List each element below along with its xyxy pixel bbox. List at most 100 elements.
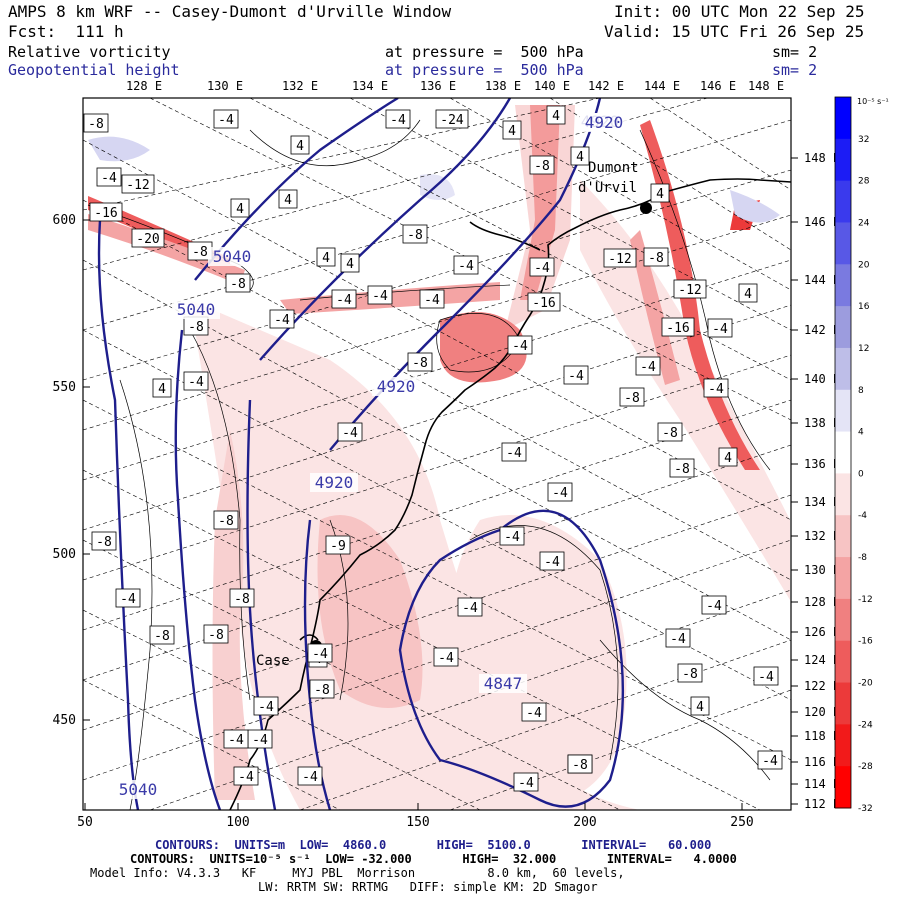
vorticity-shading [83,98,791,810]
colorbar: 10⁻⁵ s⁻¹ 32 28 24 20 16 12 8 4 0 -4 -8 -12 -16 -20 -24 -… [834,96,889,814]
field2-smoothing: sm= 2 [772,61,818,79]
vorticity-label: -4 [101,171,117,186]
vorticity-label-box [457,597,483,617]
vorticity-label: -20 [136,232,159,247]
right-lat-label: 130 E [804,563,840,577]
vorticity-label-box [570,146,590,166]
vorticity-label-box [753,666,779,686]
vorticity-label: -4 [512,339,528,354]
vorticity-label-box [738,283,758,303]
vorticity-label: 4 [576,150,584,165]
top-lon-label: 136 E [420,79,456,93]
vorticity-label-box [367,285,393,305]
vorticity-label: -4 [670,632,686,647]
vorticity-label: -4 [506,446,522,461]
vorticity-label: 4 [346,257,354,272]
vorticity-label-box [513,772,539,792]
vorticity-label-box [213,109,239,129]
colorbar-swatch [835,473,851,516]
vorticity-label-box [501,442,527,462]
colorbar-label: 20 [858,260,870,270]
vorticity-label-box [325,535,351,555]
right-lat-label: 124 E [804,653,840,667]
vorticity-label-box [340,253,360,273]
colorbar-label: 24 [858,218,870,228]
vorticity-label: -4 [534,261,550,276]
vorticity-label: -8 [572,758,588,773]
colorbar-label: 16 [858,302,870,312]
vorticity-label-box [307,643,333,663]
colorbar-swatch [835,431,851,474]
vorticity-label: -4 [462,601,478,616]
colorbar-swatch [835,724,851,767]
vorticity-label-box [89,202,123,222]
top-lon-label: 144 E [644,79,680,93]
vorticity-label: 4 [236,202,244,217]
vorticity-label: -8 [208,628,224,643]
colorbar-label: 8 [858,386,864,396]
vorticity-label-box [757,750,783,770]
vorticity-label: -4 [424,293,440,308]
vorticity-label: 4 [724,451,732,466]
vorticity-label-box [419,289,445,309]
colorbar-swatch [835,306,851,349]
vorticity-label-box [650,183,670,203]
vorticity-label: -4 [274,313,290,328]
height-label: 5040 [177,300,216,319]
vorticity-label: -8 [234,592,250,607]
vorticity-label-box [253,696,279,716]
right-lat-label: 128 E [804,595,840,609]
top-lon-label: 128 E [126,79,162,93]
colorbar-swatch [835,515,851,558]
vorticity-label: -4 [712,322,728,337]
vorticity-label-box [718,447,738,467]
colorbar-label: 4 [858,428,864,438]
vorticity-label-box [223,729,249,749]
left-y-label: 550 [53,380,76,395]
left-y-label: 450 [53,713,76,728]
vorticity-label: -4 [504,530,520,545]
vorticity-label-box [673,279,707,299]
top-lon-label: 132 E [282,79,318,93]
vorticity-label-box [701,595,727,615]
vorticity-label: -8 [682,667,698,682]
vorticity-label-box [385,109,411,129]
colorbar-label: -4 [858,511,867,521]
vorticity-label: -8 [534,159,550,174]
vorticity-label: -4 [544,555,560,570]
vorticity-label: -4 [640,360,656,375]
init-time: Init: 00 UTC Mon 22 Sep 25 [614,2,865,21]
vorticity-label-box [337,422,363,442]
vorticity-label-box [567,754,593,774]
right-lat-label: 114 E [804,777,840,791]
right-lat-label: 126 E [804,625,840,639]
vorticity-label-box [521,702,547,722]
colorbar-swatch [835,682,851,725]
field1-name: Relative vorticity [8,43,171,61]
vorticity-label-box [502,120,522,140]
vorticity-label: -4 [390,113,406,128]
colorbar-label: 0 [858,469,864,479]
vorticity-label: -16 [666,321,689,336]
vorticity-label-box [546,105,566,125]
colorbar-label: 32 [858,135,869,145]
coastline [229,178,791,810]
valid-time: Valid: 15 UTC Fri 26 Sep 25 [604,22,865,41]
vorticity-label-box [269,309,295,329]
vorticity-label: -8 [192,245,208,260]
colorbar-label: 12 [858,344,869,354]
right-lat-label: 148 E [804,151,840,165]
vorticity-label: -4 [342,426,358,441]
vorticity-label: -4 [552,486,568,501]
vorticity-label: -12 [126,178,149,193]
contours-height-info: CONTOURS: UNITS=m LOW= 4860.0 HIGH= 5100… [155,838,712,852]
vorticity-label: -4 [708,382,724,397]
vorticity-label-box [635,356,661,376]
vorticity-label-box [643,247,669,267]
vorticity-label: -12 [608,252,631,267]
dumont-label-line2: d'Urvil [578,180,637,196]
vorticity-label-box [230,198,250,218]
top-lon-label: 130 E [207,79,243,93]
vorticity-label: -24 [440,113,464,128]
vorticity-label-box [563,365,589,385]
